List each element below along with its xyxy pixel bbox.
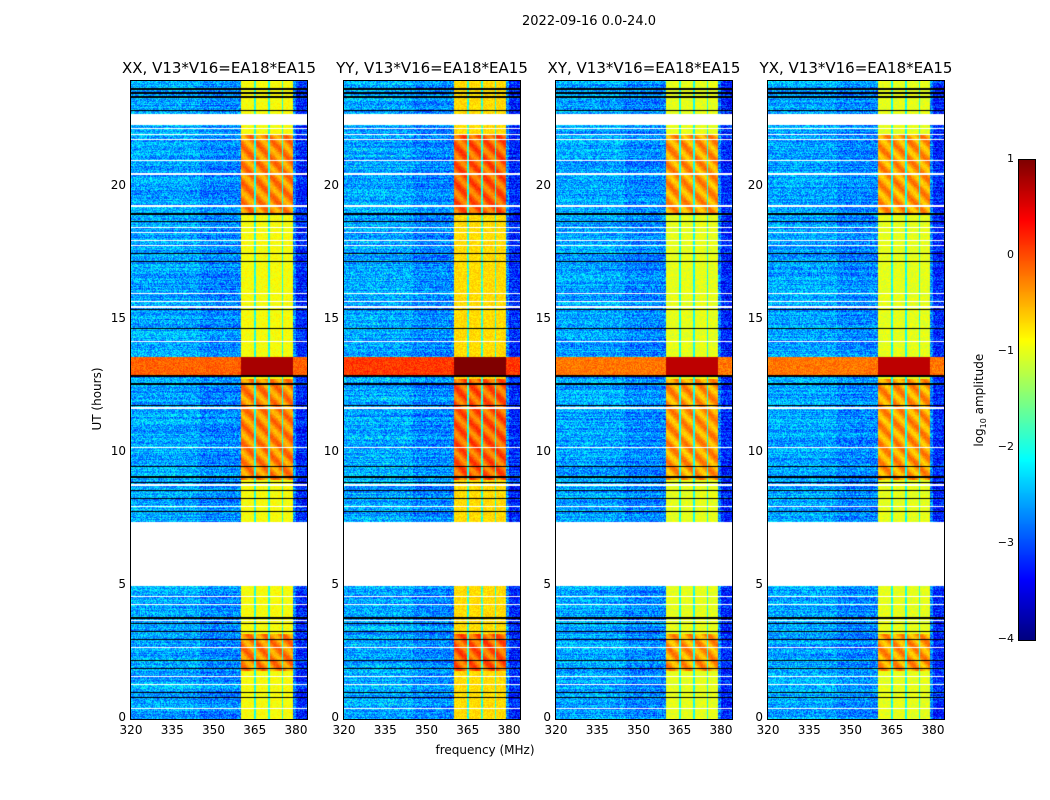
x-tick-label: 365 xyxy=(243,723,267,737)
panel-title: XX, V13*V16=EA18*EA15 xyxy=(121,59,316,77)
colorbar-gradient xyxy=(1019,160,1035,640)
y-axis-label: UT (hours) xyxy=(90,367,104,431)
x-tick-label: 350 xyxy=(627,723,650,737)
y-tick-label: 10 xyxy=(110,444,126,459)
y-tick-label: 20 xyxy=(535,178,551,193)
y-tick-label: 15 xyxy=(747,311,763,326)
y-tick-label: 5 xyxy=(331,577,339,592)
x-tick-label: 350 xyxy=(415,723,438,737)
y-tick-label: 20 xyxy=(323,178,339,193)
colorbar-tick-label: −4 xyxy=(997,632,1014,645)
x-tick-label: 380 xyxy=(284,723,308,737)
x-tick-label: 320 xyxy=(756,723,780,737)
heatmap-image xyxy=(556,81,732,719)
heatmap-image xyxy=(768,81,944,719)
heatmap-image xyxy=(131,81,307,719)
y-tick-label: 10 xyxy=(747,444,763,459)
y-tick-label: 5 xyxy=(543,577,551,592)
colorbar-tick-label: 0 xyxy=(1007,248,1014,261)
y-tick-label: 0 xyxy=(755,710,763,724)
x-tick-label: 320 xyxy=(544,723,568,737)
x-tick-label: 350 xyxy=(839,723,862,737)
x-tick-label: 335 xyxy=(797,723,821,737)
y-tick-label: 15 xyxy=(535,311,551,326)
heatmap-panel xyxy=(555,80,733,720)
y-tick-label: 0 xyxy=(331,710,339,724)
x-tick-label: 365 xyxy=(880,723,904,737)
heatmap-panel xyxy=(343,80,521,720)
figure-title: 2022-09-16 0.0-24.0 xyxy=(522,14,656,29)
y-tick-label: 15 xyxy=(110,311,126,326)
y-tick-label: 10 xyxy=(535,444,551,459)
y-tick-label: 0 xyxy=(543,710,551,724)
x-tick-label: 335 xyxy=(373,723,397,737)
y-tick-label: 20 xyxy=(110,178,126,193)
panel-title: YX, V13*V16=EA18*EA15 xyxy=(759,59,953,77)
x-tick-label: 350 xyxy=(202,723,225,737)
panel-title: XY, V13*V16=EA18*EA15 xyxy=(547,59,741,77)
y-tick-label: 15 xyxy=(323,311,339,326)
colorbar-tick-label: −1 xyxy=(997,344,1014,357)
colorbar-tick-label: 1 xyxy=(1007,152,1014,165)
x-tick-label: 335 xyxy=(585,723,609,737)
x-tick-label: 365 xyxy=(668,723,692,737)
x-tick-label: 320 xyxy=(332,723,356,737)
colorbar xyxy=(1018,159,1036,641)
y-tick-label: 5 xyxy=(118,577,126,592)
y-tick-label: 0 xyxy=(118,710,126,724)
x-tick-label: 365 xyxy=(456,723,480,737)
colorbar-tick-label: −3 xyxy=(997,536,1014,549)
colorbar-tick-label: −2 xyxy=(997,440,1014,453)
x-tick-label: 380 xyxy=(921,723,945,737)
colorbar-label: log10 amplitude xyxy=(971,353,989,447)
heatmap-panel xyxy=(767,80,945,720)
panel-title: YY, V13*V16=EA18*EA15 xyxy=(336,59,528,77)
x-tick-label: 380 xyxy=(497,723,521,737)
y-tick-label: 5 xyxy=(755,577,763,592)
heatmap-panel xyxy=(130,80,308,720)
x-tick-label: 320 xyxy=(119,723,143,737)
x-axis-label: frequency (MHz) xyxy=(435,743,535,757)
y-tick-label: 20 xyxy=(747,178,763,193)
x-tick-label: 380 xyxy=(709,723,733,737)
x-tick-label: 335 xyxy=(160,723,184,737)
heatmap-image xyxy=(344,81,520,719)
y-tick-label: 10 xyxy=(323,444,339,459)
